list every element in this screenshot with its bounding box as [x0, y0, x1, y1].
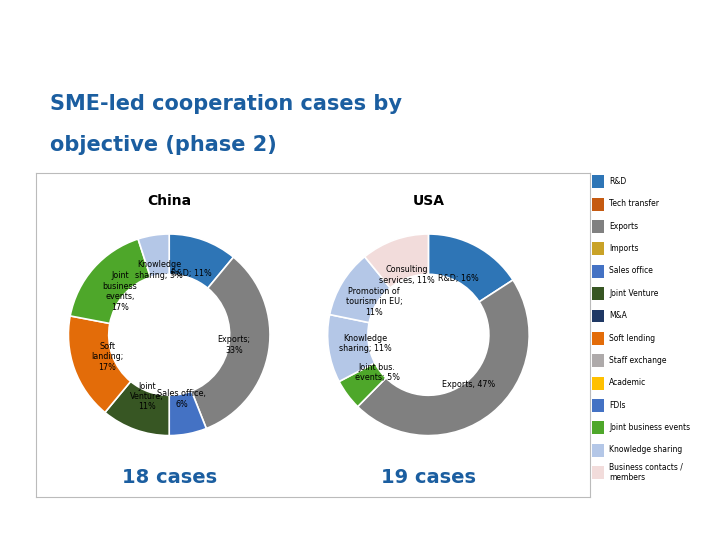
- Bar: [592, 444, 604, 457]
- Wedge shape: [169, 234, 233, 288]
- Text: FDIs: FDIs: [609, 401, 626, 410]
- Text: European
Commission: European Commission: [337, 24, 383, 44]
- Text: Joint bus.
events; 5%: Joint bus. events; 5%: [355, 363, 400, 382]
- Text: Sales office: Sales office: [609, 266, 653, 275]
- Text: Exports, 47%: Exports, 47%: [442, 380, 495, 388]
- Bar: [592, 354, 604, 367]
- Text: Staff exchange: Staff exchange: [609, 356, 667, 365]
- Wedge shape: [358, 280, 529, 436]
- Bar: [592, 220, 604, 233]
- Wedge shape: [70, 239, 150, 323]
- Text: Exports: Exports: [609, 222, 639, 231]
- Text: objective (phase 2): objective (phase 2): [50, 136, 277, 156]
- Text: Promotion of
tourism in EU;
11%: Promotion of tourism in EU; 11%: [346, 287, 402, 317]
- Text: R&D; 16%: R&D; 16%: [438, 274, 479, 284]
- Wedge shape: [330, 256, 390, 323]
- Text: R&D: R&D: [609, 177, 626, 186]
- Bar: [592, 399, 604, 412]
- Bar: [592, 332, 604, 345]
- Text: Soft lending: Soft lending: [609, 334, 655, 342]
- Title: USA: USA: [413, 194, 444, 208]
- Text: Exports;
33%: Exports; 33%: [217, 335, 251, 355]
- Wedge shape: [365, 234, 428, 288]
- Wedge shape: [169, 391, 207, 436]
- Text: Consulting
services, 11%: Consulting services, 11%: [379, 265, 435, 285]
- Text: Academic: Academic: [609, 378, 647, 387]
- Text: Imports: Imports: [609, 244, 639, 253]
- Wedge shape: [428, 234, 513, 302]
- Text: Business contacts /
members: Business contacts / members: [609, 462, 683, 482]
- Wedge shape: [328, 315, 375, 382]
- Text: Soft
landing;
17%: Soft landing; 17%: [91, 342, 124, 372]
- Text: SME-led cooperation cases by: SME-led cooperation cases by: [50, 94, 402, 114]
- Bar: [592, 466, 604, 479]
- Wedge shape: [105, 381, 169, 436]
- Bar: [592, 287, 604, 300]
- Text: 18 cases: 18 cases: [122, 468, 217, 488]
- Wedge shape: [339, 363, 386, 407]
- Text: Knowledge
sharing; 5%: Knowledge sharing; 5%: [135, 260, 183, 280]
- Wedge shape: [138, 234, 169, 277]
- Wedge shape: [192, 257, 270, 429]
- Title: China: China: [147, 194, 192, 208]
- Text: Tech transfer: Tech transfer: [609, 199, 660, 208]
- Text: Joint Venture: Joint Venture: [609, 289, 659, 298]
- Bar: [592, 421, 604, 434]
- Text: Joint
business
events,
17%: Joint business events, 17%: [103, 272, 138, 312]
- Text: R&D; 11%: R&D; 11%: [171, 269, 212, 278]
- Text: Knowledge
sharing; 11%: Knowledge sharing; 11%: [339, 334, 392, 353]
- Bar: [592, 376, 604, 389]
- Text: Knowledge sharing: Knowledge sharing: [609, 446, 683, 454]
- Wedge shape: [68, 316, 130, 413]
- Text: M&A: M&A: [609, 311, 627, 320]
- Text: Joint
Venture;
11%: Joint Venture; 11%: [130, 382, 164, 411]
- Bar: [592, 176, 604, 188]
- Bar: [592, 198, 604, 211]
- Text: Joint business events: Joint business events: [609, 423, 690, 432]
- Text: 19 cases: 19 cases: [381, 468, 476, 488]
- Text: Sales office,
6%: Sales office, 6%: [157, 389, 206, 409]
- Bar: [592, 265, 604, 278]
- Bar: [592, 242, 604, 255]
- Bar: [592, 309, 604, 322]
